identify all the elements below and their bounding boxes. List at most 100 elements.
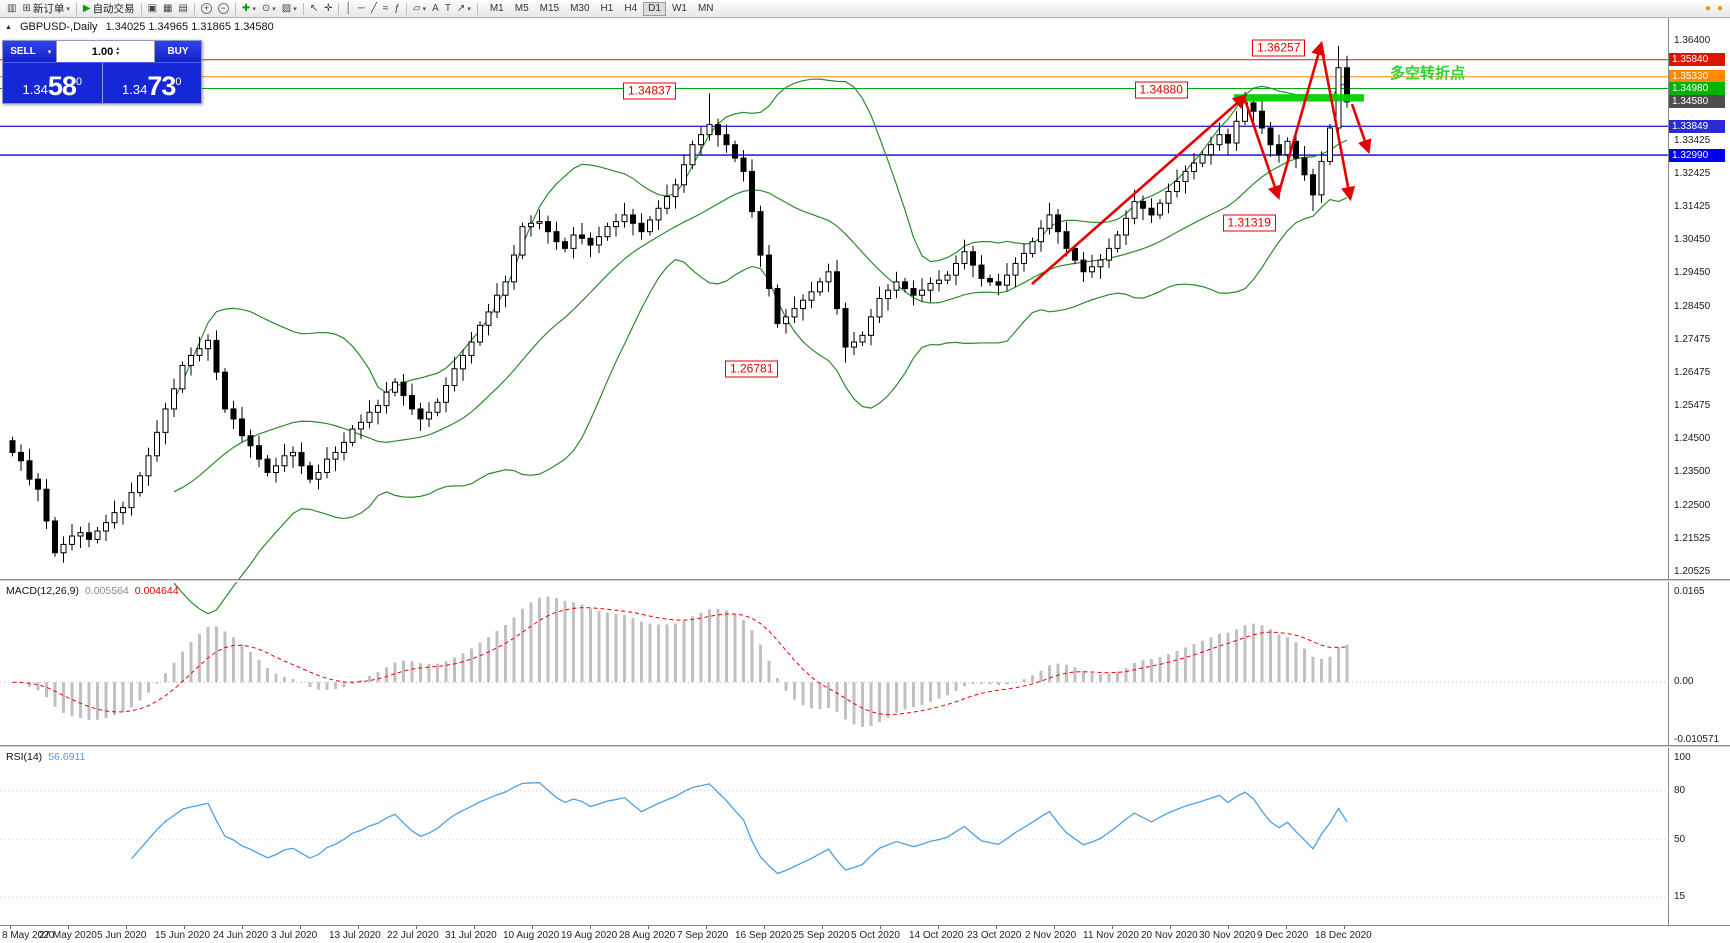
macd-bar	[359, 680, 363, 683]
open-chart-button[interactable]: ▥	[4, 1, 19, 16]
candle-body	[953, 262, 959, 276]
crosshair-button[interactable]: ✛	[321, 1, 335, 16]
buy-price-button[interactable]: 1.34 73 0	[103, 63, 202, 103]
candle-body	[851, 341, 857, 348]
horizontal-line-button[interactable]: ─	[355, 1, 368, 16]
candle-body	[137, 475, 143, 494]
alert-icon[interactable]: ●	[1702, 1, 1714, 16]
buy-button[interactable]: BUY	[155, 41, 201, 62]
candle-body	[324, 458, 330, 473]
date-tick	[1054, 926, 1055, 929]
timeframe-m1[interactable]: M1	[485, 2, 509, 16]
indicators-button[interactable]: ✚ ▾	[239, 1, 259, 16]
trend-arrow[interactable]	[1276, 40, 1326, 197]
date-tick	[1170, 926, 1171, 929]
record-icon[interactable]: ●	[1714, 1, 1726, 16]
macd-bar	[368, 676, 371, 683]
trend-arrow[interactable]	[1350, 103, 1372, 155]
templates-button[interactable]: ▨ ▾	[279, 1, 300, 16]
panel-divider-macd[interactable]	[0, 579, 1730, 582]
price-annotation[interactable]: 1.26781	[725, 360, 779, 378]
macd-bar	[308, 682, 312, 688]
panel-divider-rsi[interactable]	[0, 745, 1730, 748]
candle-body	[1055, 214, 1061, 233]
macd-bar	[988, 682, 992, 685]
candle-body	[791, 308, 798, 318]
date-axis-label: 11 Nov 2020	[1083, 930, 1139, 941]
volume-up-icon[interactable]: ▴	[116, 45, 120, 52]
channel-button[interactable]: ≈	[380, 1, 392, 16]
candle-body	[570, 234, 577, 249]
candlestick-chart[interactable]	[0, 0, 1668, 925]
toolbar: ▥ ⊞ 新订单 ▾ ▶ 自动交易 ▣ ▦ ▤ + − ✚ ▾ ⊙ ▾ ▨ ▾ ↖ ✛ │ ─ ╱ ≈ ƒ ▱ ▾ A T ↗ ▾ M1 M5 M…	[0, 0, 1730, 18]
autotrading-button[interactable]: ▶ 自动交易	[80, 1, 138, 16]
sell-options-caret-icon[interactable]: ▾	[43, 41, 56, 62]
candle-body	[621, 214, 628, 223]
label-button[interactable]: T	[442, 1, 454, 16]
vertical-line-button[interactable]: │	[342, 1, 354, 16]
fibonacci-button[interactable]: ƒ	[391, 1, 403, 16]
candle-body	[1157, 202, 1163, 216]
crosshair-icon: ✛	[324, 2, 333, 14]
one-click-trading-panel: SELL ▾ 1.00 ▴ ▾ BUY 1.34 58 0 1.34 73 0	[2, 40, 202, 104]
macd-bar	[249, 651, 252, 683]
macd-bar	[274, 673, 278, 683]
trend-arrow[interactable]	[1031, 94, 1248, 285]
arrows-button[interactable]: ↗ ▾	[454, 1, 474, 16]
macd-bar	[1099, 674, 1102, 683]
text-button[interactable]: A	[429, 1, 442, 16]
cursor-button[interactable]: ↖	[307, 1, 321, 16]
periods-button[interactable]: ⊙ ▾	[259, 1, 279, 16]
timeframe-m30[interactable]: M30	[565, 2, 594, 16]
macd-bar	[538, 597, 541, 683]
macd-bar	[1031, 675, 1034, 683]
candle-body	[1318, 160, 1325, 196]
trend-arrow[interactable]	[1319, 44, 1356, 202]
date-axis-label: 16 Sep 2020	[735, 930, 792, 941]
trendline-button[interactable]: ╱	[368, 1, 380, 16]
timeframe-m5[interactable]: M5	[510, 2, 534, 16]
chart-shift-button[interactable]: ▤	[175, 1, 190, 16]
turning-point-zone[interactable]	[1234, 94, 1364, 102]
volume-input[interactable]: 1.00 ▴ ▾	[56, 41, 155, 62]
timeframe-h4[interactable]: H4	[619, 2, 642, 16]
macd-bar	[895, 682, 898, 713]
zoom-in-button[interactable]: +	[198, 1, 215, 16]
windows-cascade-button[interactable]: ▣	[145, 1, 160, 16]
trend-arrow[interactable]	[1242, 96, 1282, 201]
candle-body	[808, 291, 815, 301]
windows-tile-button[interactable]: ▦	[160, 1, 175, 16]
timeframe-d1[interactable]: D1	[643, 1, 666, 16]
macd-bar	[444, 661, 448, 683]
volume-down-icon[interactable]: ▾	[116, 50, 120, 57]
macd-bar	[529, 602, 533, 683]
shapes-button[interactable]: ▱ ▾	[410, 1, 429, 16]
macd-bar	[801, 682, 805, 706]
macd-bar	[1056, 663, 1060, 683]
price-annotation[interactable]: 1.34880	[1134, 81, 1188, 99]
macd-bar	[1192, 644, 1196, 683]
price-axis-label: 1.21525	[1674, 532, 1711, 544]
macd-bar	[1260, 625, 1264, 683]
price-annotation[interactable]: 1.31319	[1222, 214, 1276, 232]
macd-bar	[45, 682, 48, 698]
sell-price-button[interactable]: 1.34 58 0	[3, 63, 102, 103]
new-order-button[interactable]: ⊞ 新订单 ▾	[19, 1, 72, 16]
price-annotation[interactable]: 1.34837	[623, 82, 677, 100]
turning-point-note[interactable]: 多空转折点	[1390, 65, 1466, 82]
candle-body	[468, 341, 475, 356]
horizontal-lines	[0, 59, 1668, 156]
date-tick	[996, 926, 997, 929]
macd-bar	[240, 644, 244, 683]
timeframe-m15[interactable]: M15	[535, 2, 564, 16]
price-axis[interactable]: 1.36400 1.33425 1.32425 1.31425 1.30450 1.294…	[1668, 18, 1730, 925]
price-annotation[interactable]: 1.36257	[1252, 39, 1306, 57]
timeframe-w1[interactable]: W1	[667, 2, 692, 16]
macd-bar	[385, 667, 388, 683]
zoom-out-button[interactable]: −	[215, 1, 232, 16]
time-axis[interactable]: 8 May 2020 27 May 2020 5 Jun 2020 15 Jun 20…	[0, 925, 1730, 943]
sell-button[interactable]: SELL	[3, 41, 43, 62]
timeframe-h1[interactable]: H1	[596, 2, 619, 16]
timeframe-mn[interactable]: MN	[693, 2, 719, 16]
macd-bar	[79, 682, 82, 718]
